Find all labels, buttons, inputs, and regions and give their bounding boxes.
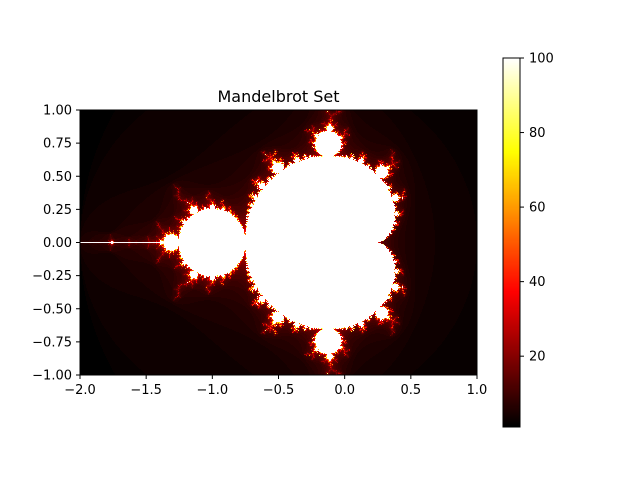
x-tick-label: 0.5 xyxy=(400,383,421,398)
x-tick-label: 0.0 xyxy=(334,383,355,398)
x-axis: −2.0 −1.5 −1.0 −0.5 0.0 0.5 1.0 xyxy=(64,375,487,398)
y-tick-label: −0.25 xyxy=(32,269,72,284)
chart-title: Mandelbrot Set xyxy=(218,87,340,106)
colorbar-axis: 20 40 60 80 100 xyxy=(520,52,554,365)
colorbar-tick-label: 40 xyxy=(529,275,546,290)
x-tick-label: −0.5 xyxy=(263,383,295,398)
colorbar-tick-label: 100 xyxy=(529,52,554,67)
y-tick-label: −0.50 xyxy=(32,302,72,317)
colorbar-tick-label: 60 xyxy=(529,201,546,216)
y-tick-label: 0.00 xyxy=(43,236,72,251)
y-tick-label: −1.00 xyxy=(32,369,72,384)
x-tick-label: −2.0 xyxy=(64,383,96,398)
mandelbrot-heatmap xyxy=(80,110,477,375)
plot-frame xyxy=(79,109,478,376)
y-tick-label: 0.50 xyxy=(43,170,72,185)
x-tick-label: −1.0 xyxy=(197,383,229,398)
colorbar-frame xyxy=(502,57,521,428)
y-axis: 1.00 0.75 0.50 0.25 0.00 −0.25 −0.50 −0.75 −1.00 xyxy=(32,104,80,384)
y-tick-label: 0.75 xyxy=(43,137,72,152)
colorbar-gradient xyxy=(503,58,520,427)
x-tick-label: −1.5 xyxy=(130,383,162,398)
colorbar-tick-label: 20 xyxy=(529,350,546,365)
x-tick-label: 1.0 xyxy=(467,383,488,398)
y-tick-label: 1.00 xyxy=(43,104,72,119)
y-tick-label: 0.25 xyxy=(43,203,72,218)
colorbar-tick-label: 80 xyxy=(529,126,546,141)
y-tick-label: −0.75 xyxy=(32,335,72,350)
